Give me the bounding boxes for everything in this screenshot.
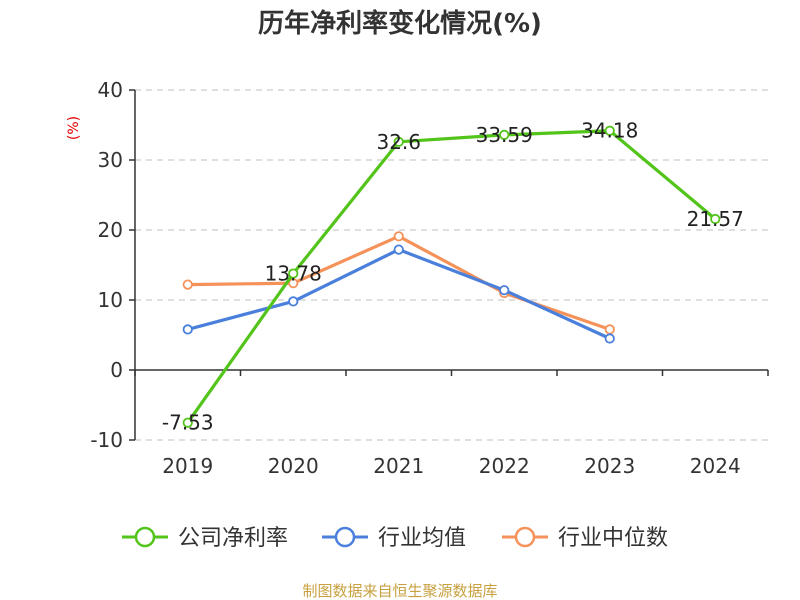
- data-point: [288, 278, 299, 289]
- data-point: [604, 333, 615, 344]
- y-tick-label: 10: [98, 288, 123, 312]
- series-line: [187, 248, 611, 340]
- x-tick-label: 2019: [162, 454, 213, 478]
- data-point: [182, 279, 193, 290]
- x-tick-label: 2023: [584, 454, 635, 478]
- data-point: [288, 268, 299, 279]
- data-label: 34.18: [581, 119, 638, 143]
- data-point: [499, 129, 510, 140]
- legend: 公司净利率 行业均值 行业中位数: [122, 526, 668, 551]
- data-label: 13.78: [265, 262, 322, 286]
- axes: 40 30 20 10 0 -10 2019 2020 2021 2022 2023 2024: [90, 78, 769, 478]
- x-tick-label: 2020: [268, 454, 319, 478]
- legend-swatch-marker: [334, 526, 356, 548]
- legend-label: 公司净利率: [178, 526, 288, 551]
- x-tick-label: 2021: [373, 454, 424, 478]
- data-point: [393, 231, 404, 242]
- series-lines: [182, 125, 721, 428]
- series-line: [186, 129, 717, 424]
- y-tick-label: 0: [110, 358, 123, 382]
- data-label: 21.57: [687, 207, 744, 231]
- data-point: [393, 136, 404, 147]
- data-labels: -7.53 13.78 32.6 33.59 34.18 21.57: [162, 119, 744, 435]
- data-point: [182, 324, 193, 335]
- data-label: -7.53: [162, 411, 214, 435]
- legend-swatch-marker: [134, 526, 156, 548]
- data-point: [604, 324, 615, 335]
- chart-title: 历年净利率变化情况(%): [258, 8, 542, 39]
- source-note: 制图数据来自恒生聚源数据库: [302, 582, 497, 600]
- y-axis-label: (%): [66, 116, 82, 140]
- x-tick-label: 2024: [690, 454, 741, 478]
- data-label: 32.6: [376, 130, 421, 154]
- legend-label: 行业中位数: [558, 526, 668, 551]
- y-tick-label: 20: [98, 218, 123, 242]
- y-tick-label: -10: [90, 428, 123, 452]
- data-point: [499, 285, 510, 296]
- y-tick-label: 40: [98, 78, 123, 102]
- data-point: [182, 417, 193, 428]
- legend-swatch-marker: [514, 526, 536, 548]
- data-point: [604, 125, 615, 136]
- data-point: [288, 296, 299, 307]
- legend-label: 行业均值: [378, 526, 466, 551]
- data-point: [710, 213, 721, 225]
- data-point: [393, 244, 404, 255]
- x-tick-label: 2022: [479, 454, 530, 478]
- y-tick-label: 30: [98, 148, 123, 172]
- data-label: 33.59: [476, 123, 533, 147]
